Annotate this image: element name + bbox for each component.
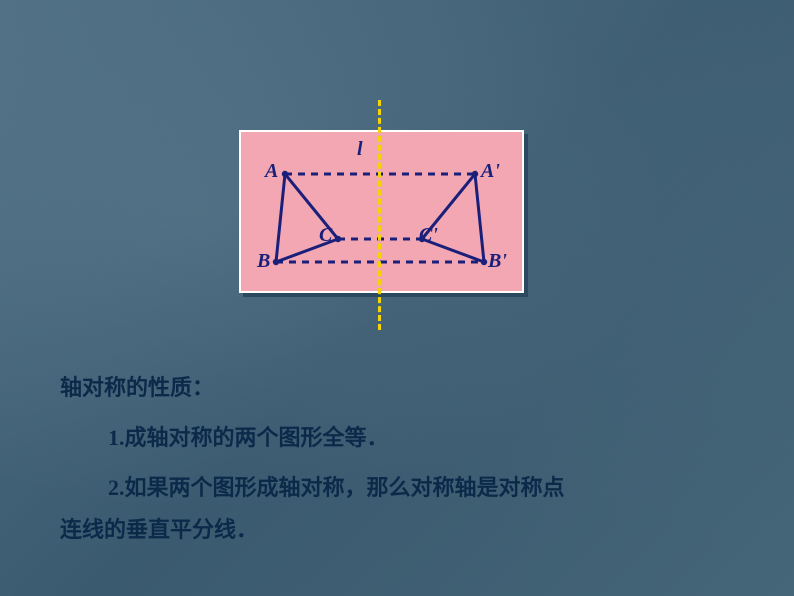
axis-of-symmetry bbox=[378, 100, 381, 330]
label-c: C bbox=[319, 224, 332, 247]
point-b bbox=[273, 259, 279, 265]
point-bp bbox=[481, 259, 487, 265]
item2-line2: 连线的垂直平分线． bbox=[60, 512, 730, 544]
item2-line1: 2.如果两个图形成轴对称，那么对称轴是对称点 bbox=[60, 470, 730, 502]
point-c bbox=[335, 236, 341, 242]
text-block: 轴对称的性质： 1.成轴对称的两个图形全等． 2.如果两个图形成轴对称，那么对称… bbox=[60, 370, 730, 544]
label-bp: B' bbox=[488, 250, 507, 273]
point-a bbox=[282, 171, 288, 177]
diagram-container: A B C A' B' C' bbox=[239, 130, 524, 293]
symmetry-figure bbox=[241, 132, 526, 295]
label-a: A bbox=[265, 160, 278, 183]
heading: 轴对称的性质： bbox=[60, 370, 730, 402]
label-cp: C' bbox=[419, 224, 438, 247]
point-ap bbox=[472, 171, 478, 177]
triangle-abc bbox=[276, 174, 338, 262]
label-ap: A' bbox=[481, 160, 500, 183]
diagram-box: A B C A' B' C' bbox=[239, 130, 524, 293]
triangle-apbpcp bbox=[422, 174, 484, 262]
label-b: B bbox=[257, 250, 270, 273]
item1: 1.成轴对称的两个图形全等． bbox=[60, 420, 730, 452]
axis-label: l bbox=[357, 138, 363, 161]
